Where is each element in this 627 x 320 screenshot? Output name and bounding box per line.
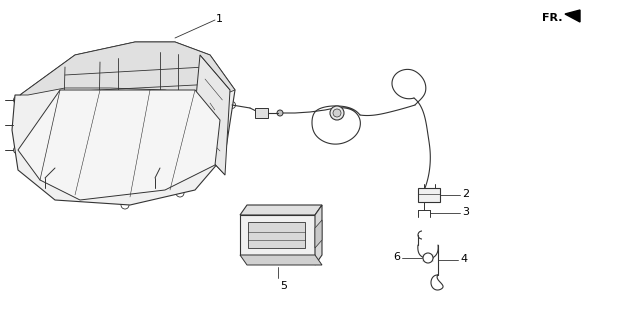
- Polygon shape: [315, 205, 322, 265]
- Text: 6: 6: [393, 252, 400, 262]
- Circle shape: [61, 189, 69, 197]
- Polygon shape: [248, 222, 305, 248]
- Polygon shape: [418, 188, 440, 202]
- Text: 4: 4: [460, 254, 467, 264]
- Polygon shape: [20, 42, 235, 100]
- Circle shape: [255, 256, 261, 262]
- Circle shape: [330, 106, 344, 120]
- Circle shape: [176, 189, 184, 197]
- Circle shape: [14, 122, 21, 129]
- Polygon shape: [255, 108, 268, 118]
- Text: 5: 5: [280, 281, 287, 291]
- Ellipse shape: [180, 56, 212, 70]
- Circle shape: [14, 147, 21, 154]
- Polygon shape: [315, 220, 322, 248]
- Circle shape: [121, 201, 129, 209]
- Ellipse shape: [121, 51, 159, 65]
- Polygon shape: [240, 215, 315, 255]
- Circle shape: [295, 256, 301, 262]
- Polygon shape: [18, 90, 220, 200]
- Text: 2: 2: [462, 189, 469, 199]
- Polygon shape: [192, 55, 230, 175]
- Text: 1: 1: [216, 14, 223, 24]
- Circle shape: [228, 101, 236, 108]
- Text: FR.: FR.: [542, 13, 563, 23]
- Polygon shape: [12, 42, 235, 205]
- Polygon shape: [565, 10, 580, 22]
- Polygon shape: [240, 205, 322, 215]
- Text: 3: 3: [462, 207, 469, 217]
- Circle shape: [277, 110, 283, 116]
- Polygon shape: [240, 255, 322, 265]
- Ellipse shape: [63, 60, 101, 76]
- Circle shape: [423, 253, 433, 263]
- Circle shape: [333, 109, 341, 117]
- Circle shape: [14, 97, 21, 103]
